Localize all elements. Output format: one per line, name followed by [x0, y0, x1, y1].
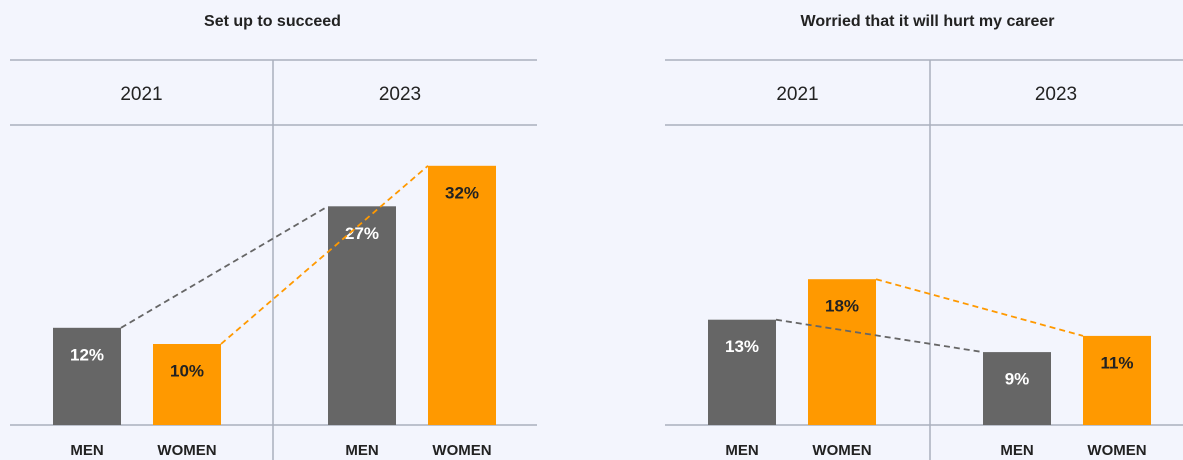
value-label: 10% — [170, 361, 204, 380]
connector — [120, 205, 329, 329]
year-label: 2023 — [1035, 84, 1077, 105]
value-label: 12% — [70, 345, 104, 364]
value-label: 11% — [1100, 353, 1133, 372]
value-label: 32% — [445, 183, 479, 202]
category-label: WOMEN — [432, 442, 491, 459]
bar — [983, 352, 1051, 425]
value-label: 13% — [725, 337, 759, 356]
chart-title: Worried that it will hurt my career — [801, 13, 1055, 30]
value-label: 9% — [1005, 370, 1030, 389]
year-label: 2023 — [379, 84, 421, 105]
year-label: 2021 — [776, 84, 818, 105]
connector — [875, 278, 1084, 337]
category-label: MEN — [1000, 442, 1033, 459]
category-label: MEN — [70, 442, 103, 459]
year-label: 2021 — [120, 84, 162, 105]
category-label: MEN — [725, 442, 758, 459]
value-label: 18% — [825, 297, 859, 316]
connector — [220, 165, 429, 345]
bar — [53, 327, 121, 425]
bar — [428, 165, 496, 426]
bar — [153, 344, 221, 425]
bar — [708, 319, 776, 425]
category-label: WOMEN — [1087, 442, 1146, 459]
connector — [775, 318, 984, 353]
bar — [808, 279, 876, 425]
bar — [1083, 335, 1151, 425]
category-label: MEN — [345, 442, 378, 459]
chart-title: Set up to succeed — [204, 13, 341, 30]
value-label: 27% — [345, 224, 379, 243]
category-label: WOMEN — [157, 442, 216, 459]
category-label: WOMEN — [812, 442, 871, 459]
